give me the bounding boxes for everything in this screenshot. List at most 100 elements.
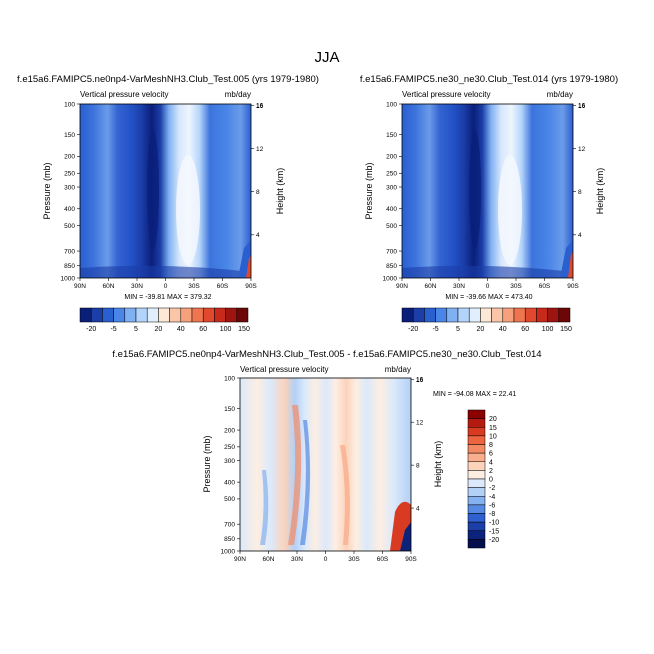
colorbar-swatch (146, 307, 159, 323)
colorbar-swatch (467, 530, 486, 540)
y-tick-label: 150 (64, 132, 75, 139)
y2-tick-label: 4 (578, 232, 582, 239)
colorbar-swatch (480, 307, 492, 323)
y-tick-label: 200 (386, 154, 397, 161)
panel-3-y-ticks: 1001502002503004005007008501000161284169… (221, 375, 424, 563)
panel-2: f.e15a6.FAMIPC5.ne30_ne30.Club_Test.014 … (360, 74, 618, 333)
colorbar-swatch (412, 307, 425, 323)
colorbar-label: -5 (432, 326, 438, 333)
figure-title: JJA (314, 49, 339, 66)
x-tick-label: 90N (74, 283, 86, 290)
panel-2-variable-label: Vertical pressure velocity (402, 90, 490, 99)
colorbar-swatch (468, 307, 481, 323)
colorbar-swatch (180, 307, 193, 323)
colorbar-swatch (467, 427, 486, 437)
colorbar-label: -5 (110, 326, 116, 333)
colorbar-label: -20 (86, 326, 96, 333)
y2-tick-label: 8 (416, 462, 420, 469)
y2-tick-label: 12 (578, 146, 586, 153)
colorbar-swatch (424, 307, 436, 323)
y2-tick-label: 16 (256, 103, 264, 110)
colorbar-label: 20 (489, 416, 497, 423)
y-tick-label: 1000 (221, 548, 236, 555)
colorbar-swatch (401, 307, 414, 323)
panel-3: f.e15a6.FAMIPC5.ne0np4-VarMeshNH3.Club_T… (112, 349, 541, 563)
colorbar-label: 5 (456, 326, 460, 333)
colorbar-swatch (113, 307, 126, 323)
y-tick-label: 250 (64, 171, 75, 178)
y2-tick-label: 16 (578, 103, 586, 110)
panel-3-plot-area (239, 377, 412, 552)
y-tick-label: 850 (224, 536, 235, 543)
colorbar-swatch (513, 307, 526, 323)
y2-tick-label: 12 (416, 420, 424, 427)
panel-3-negative-streak-a (300, 420, 311, 545)
colorbar-swatch (467, 478, 486, 488)
colorbar-swatch (79, 307, 92, 323)
colorbar-swatch (446, 307, 459, 323)
x-tick-label: 60S (539, 283, 551, 290)
x-tick-label: 90S (405, 556, 417, 563)
colorbar-swatch (467, 435, 486, 445)
x-tick-label: 30S (348, 556, 360, 563)
y-tick-label: 700 (386, 248, 397, 255)
panel-3-southern-negative (400, 522, 411, 551)
colorbar-label: 15 (489, 425, 497, 432)
panel-2-stats: MIN = -39.66 MAX = 473.40 (445, 294, 532, 301)
y-tick-label: 700 (64, 248, 75, 255)
x-tick-label: 30N (131, 283, 143, 290)
y-tick-label: 250 (224, 444, 235, 451)
colorbar-swatch (435, 307, 448, 323)
x-tick-label: 90N (234, 556, 246, 563)
colorbar-swatch (467, 496, 486, 506)
colorbar-swatch (467, 409, 486, 419)
x-tick-label: 90S (567, 283, 579, 290)
panel-3-variable-label: Vertical pressure velocity (240, 365, 328, 374)
panel-3-negative-streak-b (260, 470, 269, 545)
x-tick-label: 90N (396, 283, 408, 290)
colorbar-label: 8 (489, 442, 493, 449)
panel-1-stats: MIN = -39.81 MAX = 379.32 (124, 294, 211, 301)
panel-1-y-label: Pressure (mb) (42, 162, 52, 219)
colorbar-label: 20 (155, 326, 163, 333)
panel-1-y2-label: Height (km) (275, 168, 285, 215)
y-tick-label: 1000 (61, 275, 76, 282)
colorbar-swatch (225, 307, 238, 323)
x-tick-label: 60N (103, 283, 115, 290)
x-tick-label: 30N (291, 556, 303, 563)
panel-1-field (80, 104, 251, 278)
y-tick-label: 300 (64, 184, 75, 191)
panel-2-boundary-layer (402, 265, 573, 278)
panel-2-plot-area (401, 103, 574, 279)
colorbar-swatch (467, 487, 486, 497)
colorbar-swatch (90, 307, 103, 323)
y2-tick-label: 12 (256, 146, 264, 153)
colorbar-label: 0 (489, 477, 493, 484)
panel-1-plot-area (79, 103, 252, 279)
y2-tick-label: 4 (256, 232, 260, 239)
panel-2-subsidence-core (498, 155, 522, 265)
colorbar-label: 5 (134, 326, 138, 333)
colorbar-swatch (536, 307, 548, 323)
panel-2-red-spot (568, 252, 573, 278)
panel-2-title: f.e15a6.FAMIPC5.ne30_ne30.Club_Test.014 … (360, 74, 618, 85)
panel-2-y-ticks: 1001502002503004005007008501000161284169… (383, 101, 586, 290)
y2-tick-label: 16 (578, 103, 586, 110)
panel-2-colorbar: -20 -5 5 20 40 60 100 150 (401, 307, 572, 333)
y-tick-label: 850 (386, 263, 397, 270)
colorbar-swatch (135, 307, 148, 323)
x-tick-label: 60S (377, 556, 389, 563)
colorbar-swatch (467, 452, 486, 462)
panel-3-y2-label: Height (km) (433, 441, 443, 488)
x-tick-label: 0 (486, 283, 490, 290)
colorbar-swatch (467, 418, 486, 428)
x-tick-label: 60N (263, 556, 275, 563)
y-tick-label: 700 (224, 522, 235, 529)
panel-2-y-label: Pressure (mb) (364, 162, 374, 219)
y-tick-label: 100 (224, 375, 235, 382)
y2-tick-label: 8 (256, 189, 260, 196)
panel-2-units-label: mb/day (547, 90, 573, 99)
y-tick-label: 500 (386, 223, 397, 230)
x-tick-label: 30S (510, 283, 522, 290)
colorbar-label: 10 (489, 433, 497, 440)
